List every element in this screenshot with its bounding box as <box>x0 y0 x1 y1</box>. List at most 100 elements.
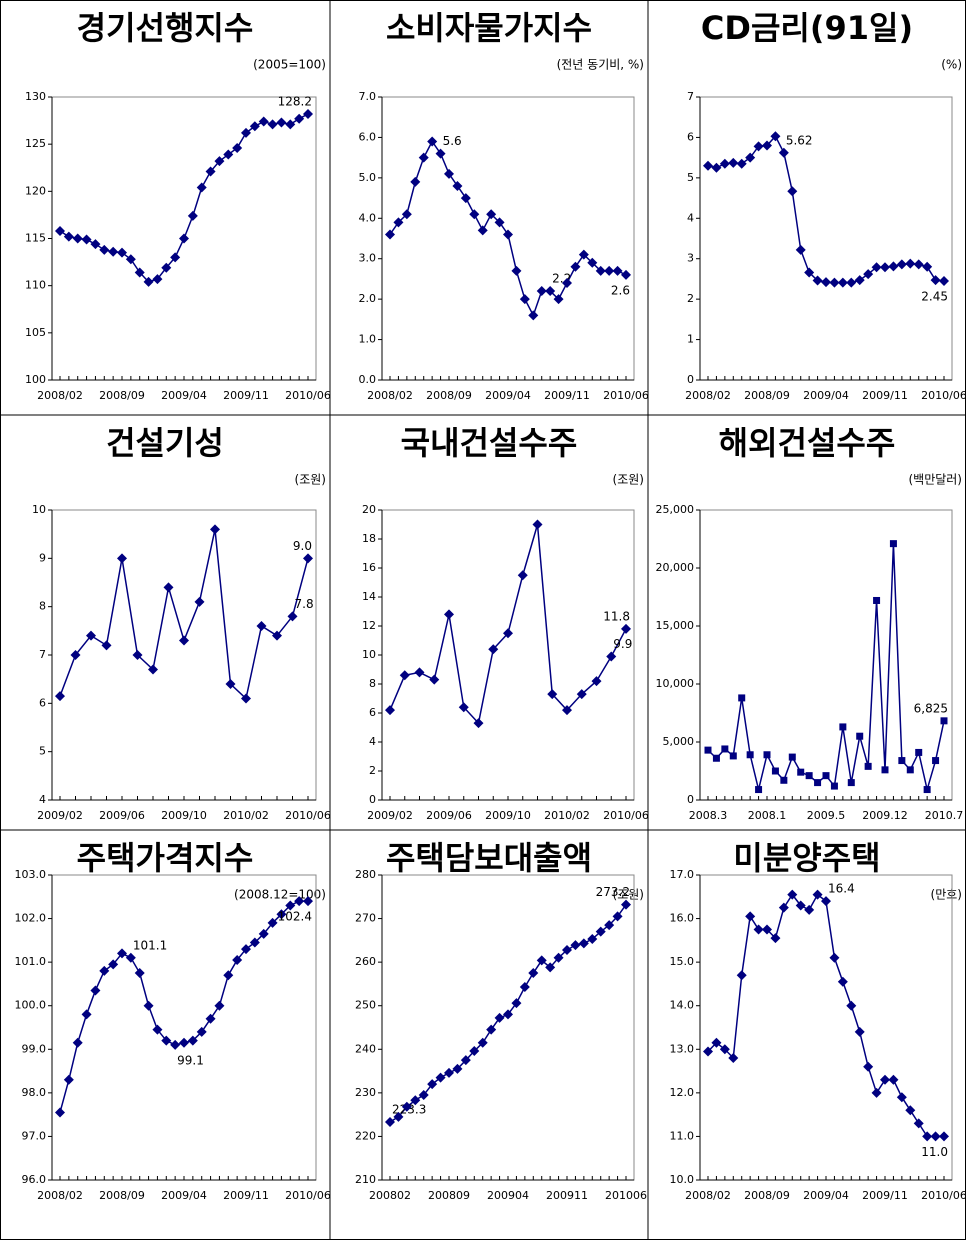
x-tick-label: 2008/09 <box>744 389 790 402</box>
marker <box>134 968 145 979</box>
marker <box>148 664 158 675</box>
marker <box>745 911 756 922</box>
marker <box>179 233 189 244</box>
marker <box>932 757 940 765</box>
marker <box>804 267 815 278</box>
marker <box>711 162 722 173</box>
y-tick-label: 1 <box>687 333 694 346</box>
x-tick-label: 200904 <box>487 1189 529 1202</box>
marker <box>536 955 547 966</box>
x-tick-label: 2010/02 <box>223 809 269 822</box>
x-tick-label: 2008/02 <box>37 389 83 402</box>
chart-title: 소비자물가지수 <box>386 9 592 47</box>
marker <box>55 225 65 236</box>
marker <box>196 182 207 193</box>
x-tick-label: 2009/11 <box>223 389 269 402</box>
marker <box>232 954 243 965</box>
marker <box>738 694 746 702</box>
x-tick-label: 2008/02 <box>685 389 731 402</box>
marker <box>170 1039 181 1050</box>
marker <box>108 246 119 257</box>
y-tick-label: 4 <box>687 211 694 224</box>
y-tick-label: 0 <box>687 373 694 386</box>
marker <box>812 889 823 900</box>
marker <box>486 209 497 220</box>
marker <box>576 689 587 700</box>
marker <box>545 962 556 973</box>
marker <box>880 1074 890 1085</box>
y-tick-label: 4.0 <box>359 211 377 224</box>
y-tick-label: 10 <box>32 503 46 516</box>
marker <box>797 768 805 776</box>
value-label: 273.2 <box>596 885 630 899</box>
marker <box>704 746 712 754</box>
x-tick-label: 2009.12 <box>862 809 908 822</box>
marker <box>762 924 772 935</box>
marker <box>241 944 251 955</box>
marker <box>399 670 410 681</box>
y-tick-label: 120 <box>25 184 46 197</box>
marker <box>187 1035 198 1046</box>
marker <box>132 650 143 660</box>
marker <box>287 611 298 622</box>
marker <box>272 630 282 641</box>
marker <box>460 193 471 204</box>
value-label: 6,825 <box>914 701 948 715</box>
y-tick-label: 96.0 <box>22 1173 47 1186</box>
y-tick-label: 98.0 <box>22 1086 47 1099</box>
y-tick-label: 16 <box>362 561 376 574</box>
marker <box>117 553 127 564</box>
marker <box>896 259 907 270</box>
chart-subtitle: (조원) <box>613 473 644 487</box>
marker <box>81 234 92 245</box>
marker <box>205 1013 216 1024</box>
marker <box>746 751 754 759</box>
x-tick-label: 2009/06 <box>99 809 145 822</box>
x-tick-label: 2009/02 <box>37 809 83 822</box>
marker <box>249 937 260 948</box>
marker <box>210 524 220 535</box>
value-label: 223.3 <box>392 1103 426 1117</box>
marker <box>795 244 806 255</box>
marker <box>595 265 606 276</box>
chart-subtitle: (전년 동기비, %) <box>557 58 644 72</box>
x-tick-label: 2009.5 <box>807 809 846 822</box>
marker <box>285 119 296 130</box>
marker <box>770 933 781 944</box>
marker <box>63 1074 74 1085</box>
plot-area <box>381 874 635 1181</box>
marker <box>519 294 530 305</box>
y-tick-label: 10,000 <box>656 677 695 690</box>
marker <box>729 752 737 760</box>
chart-subtitle: (%) <box>941 58 962 72</box>
y-tick-label: 3 <box>687 252 694 265</box>
y-tick-label: 15.0 <box>670 955 695 968</box>
marker <box>553 294 564 305</box>
x-tick-label: 2008/09 <box>99 1189 145 1202</box>
y-tick-label: 0 <box>687 793 694 806</box>
chart-subtitle: (백만달러) <box>908 473 962 487</box>
y-tick-label: 100 <box>25 373 46 386</box>
marker <box>822 772 830 780</box>
y-tick-label: 14 <box>362 590 376 603</box>
chart-title: 주택담보대출액 <box>386 839 592 877</box>
marker <box>570 940 581 951</box>
y-tick-label: 7.0 <box>359 90 377 103</box>
marker <box>55 1107 65 1118</box>
y-tick-label: 7 <box>687 90 694 103</box>
marker <box>621 623 631 634</box>
marker <box>258 928 269 939</box>
marker <box>427 136 438 147</box>
marker <box>898 757 906 765</box>
marker <box>906 766 914 774</box>
marker <box>837 976 848 987</box>
y-tick-label: 110 <box>25 279 46 292</box>
y-tick-label: 1.0 <box>359 333 377 346</box>
marker <box>778 902 789 913</box>
y-tick-label: 99.0 <box>22 1042 47 1055</box>
marker <box>511 265 522 276</box>
x-tick-label: 2008.1 <box>748 809 787 822</box>
marker <box>214 156 225 167</box>
value-label: 5.62 <box>786 133 813 147</box>
